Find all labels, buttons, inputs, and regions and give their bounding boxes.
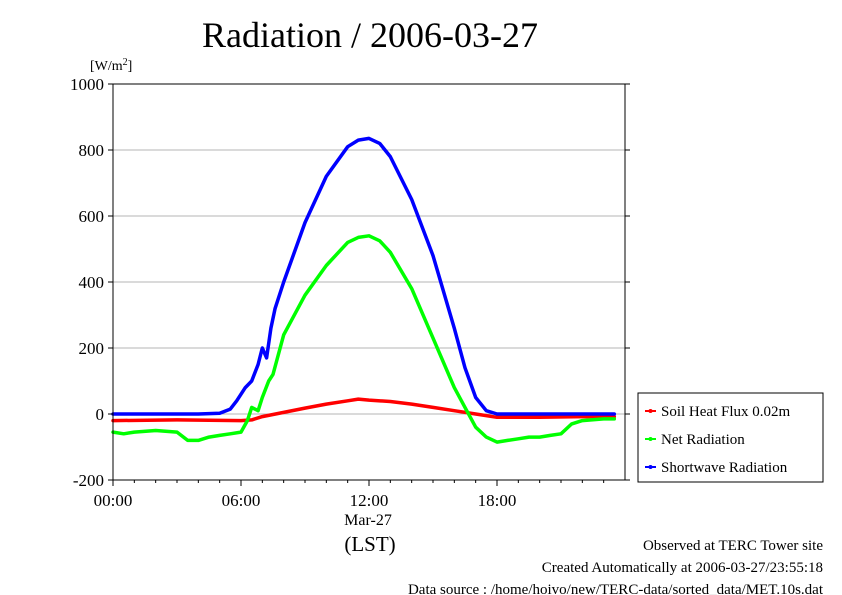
gridlines (113, 149, 625, 415)
series-line (111, 397, 617, 423)
y-tick-label: 1000 (70, 75, 104, 94)
legend-marker (648, 465, 653, 469)
legend: Soil Heat Flux 0.02m Net Radiation Shortwa… (637, 392, 824, 483)
x-tick-label: 00:00 (94, 491, 133, 510)
legend-label: Soil Heat Flux 0.02m (661, 404, 791, 420)
legend-label: Net Radiation (661, 432, 745, 448)
series-line (111, 136, 617, 416)
chart-title: Radiation / 2006-03-27 (202, 15, 538, 55)
date-label: Mar-27 (344, 512, 392, 529)
legend-box (637, 392, 824, 483)
y-unit-superscript: 2 (123, 57, 128, 68)
series-line (111, 234, 617, 444)
legend-marker (648, 409, 653, 413)
y-tick-label: 200 (79, 339, 105, 358)
x-tick-label: 18:00 (478, 491, 517, 510)
legend-marker (648, 437, 653, 441)
footer-source: Data source : /home/hoivo/new/TERC-data/… (408, 582, 824, 595)
legend-label: Shortwave Radiation (661, 460, 788, 476)
y-tick-label: 800 (79, 141, 105, 160)
y-tick-label: -200 (73, 471, 104, 490)
y-unit-text: [W/m (90, 59, 123, 74)
y-tick-label: 400 (79, 273, 105, 292)
y-tick-label: 600 (79, 207, 105, 226)
axes: -200 0 200 400 600 800 1000 00:00 06:00 12:00 18:0… (70, 75, 630, 510)
x-tick-label: 06:00 (222, 491, 261, 510)
footer-observed: Observed at TERC Tower site (643, 538, 823, 554)
y-tick-label: 0 (96, 405, 105, 424)
y-axis-unit: [W/m2] (90, 57, 132, 74)
x-tick-label: 12:00 (350, 491, 389, 510)
y-unit-close: ] (128, 59, 133, 74)
footer-created: Created Automatically at 2006-03-27/23:5… (542, 560, 823, 576)
series-layer (111, 136, 617, 444)
x-axis-label: (LST) (344, 532, 395, 556)
